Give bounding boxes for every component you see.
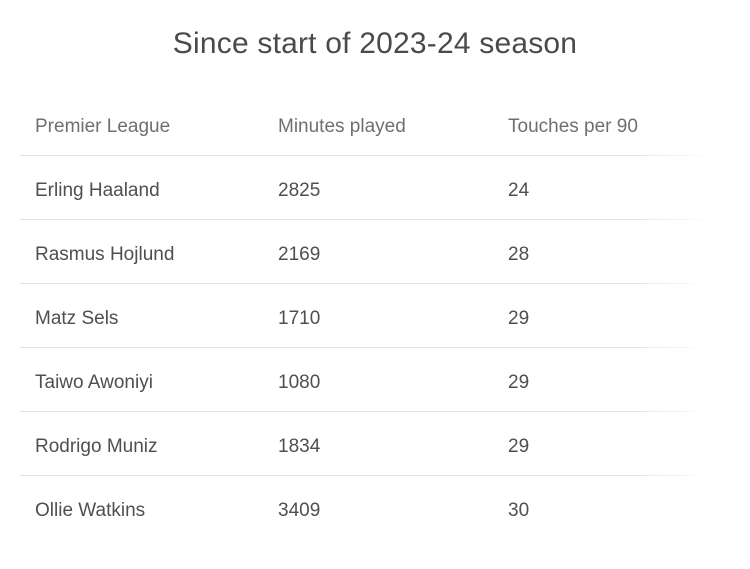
minutes-played-cell: 3409 xyxy=(278,499,321,521)
touches-per-90-cell: 29 xyxy=(508,371,530,393)
stats-table: Premier League Minutes played Touches pe… xyxy=(20,99,712,539)
touches-per-90-cell: 29 xyxy=(508,435,530,457)
touches-per-90-cell: 30 xyxy=(508,499,530,521)
player-name-cell: Taiwo Awoniyi xyxy=(35,371,153,393)
row-divider xyxy=(20,347,712,348)
minutes-played-cell: 1834 xyxy=(278,435,321,457)
page-title: Since start of 2023-24 season xyxy=(172,27,578,60)
table-row: Rasmus Hojlund 2169 28 xyxy=(20,220,712,283)
column-header-touches-per-90: Touches per 90 xyxy=(508,116,638,137)
minutes-played-cell: 2825 xyxy=(278,179,321,201)
minutes-played-cell: 1080 xyxy=(278,371,321,393)
table-row: Matz Sels 1710 29 xyxy=(20,284,712,347)
row-divider xyxy=(20,411,712,412)
table-header-row: Premier League Minutes played Touches pe… xyxy=(20,99,712,155)
player-name-cell: Ollie Watkins xyxy=(35,499,146,521)
player-name-cell: Erling Haaland xyxy=(35,179,160,201)
row-divider xyxy=(20,219,712,220)
row-divider xyxy=(20,155,712,156)
touches-per-90-cell: 28 xyxy=(508,243,530,265)
player-name-cell: Matz Sels xyxy=(35,307,119,329)
minutes-played-cell: 1710 xyxy=(278,307,321,329)
table-row: Ollie Watkins 3409 30 xyxy=(20,476,712,539)
minutes-played-cell: 2169 xyxy=(278,243,321,265)
row-divider xyxy=(20,475,712,476)
touches-per-90-cell: 24 xyxy=(508,179,530,201)
column-header-minutes-played: Minutes played xyxy=(278,116,406,137)
table-row: Taiwo Awoniyi 1080 29 xyxy=(20,348,712,411)
player-name-cell: Rasmus Hojlund xyxy=(35,243,175,265)
row-divider xyxy=(20,283,712,284)
touches-per-90-cell: 29 xyxy=(508,307,530,329)
table-row: Erling Haaland 2825 24 xyxy=(20,156,712,219)
player-name-cell: Rodrigo Muniz xyxy=(35,435,158,457)
table-row: Rodrigo Muniz 1834 29 xyxy=(20,412,712,475)
column-header-premier-league: Premier League xyxy=(35,116,171,137)
